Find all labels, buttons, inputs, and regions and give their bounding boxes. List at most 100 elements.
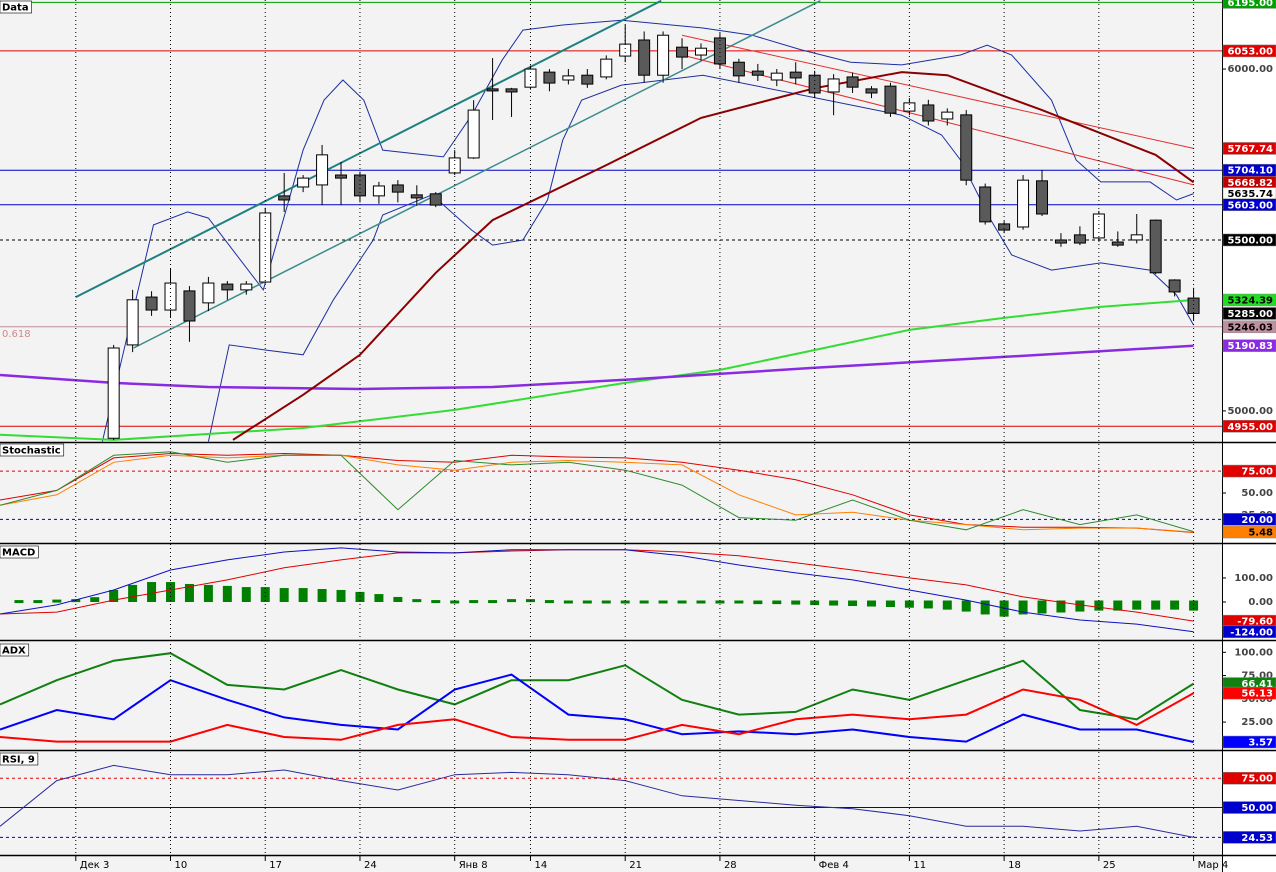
series-line [0,688,1195,743]
histogram-bar [90,597,100,602]
y-tick-label: 25.00 [1241,717,1273,728]
candle-body [278,195,291,201]
marker-label: 4955.00 [1227,422,1273,433]
histogram-bar [147,582,157,602]
histogram-bar [374,594,384,602]
candle-body [770,72,783,81]
marker-label: 20.00 [1241,515,1273,526]
panel-title: MACD [2,548,35,559]
marker-label: 5704.10 [1227,166,1273,177]
marker-label-bg [1222,339,1276,352]
candle-body [505,88,518,93]
series-line [681,54,1194,186]
histogram-bar [620,600,630,604]
marker-label: 5285.00 [1227,309,1273,320]
y-tick-label: 75.00 [1241,671,1273,682]
histogram-bar [563,600,573,604]
candle-body [732,61,745,77]
histogram-bar [1094,600,1104,611]
candle-body [1168,279,1181,293]
histogram-bar [203,584,213,602]
marker-label: -79.60 [1237,617,1273,628]
y-tick-label: 5000.00 [1227,406,1273,417]
candle-body [221,283,234,291]
candle-body [865,88,878,94]
candle-body [524,68,537,88]
candle-body [581,74,594,85]
candle-body [429,193,442,206]
series-line [0,764,1194,838]
marker-label: 6053.00 [1227,46,1273,57]
annotation: 0.618 [2,329,31,340]
panel-title: Stochastic [2,446,61,457]
panel-title-bg [0,0,32,14]
candle-body [846,76,859,88]
marker-label-bg [1222,233,1276,247]
histogram-bar [184,583,194,602]
marker-label: 5668.82 [1227,178,1273,189]
candle-body [979,186,992,223]
y-tick-label: 6000.00 [1227,64,1273,75]
histogram-bar [298,588,308,602]
marker-label: 5767.74 [1227,144,1273,155]
series-line [0,547,1194,633]
candle-body [751,70,764,76]
candle-body [467,109,480,159]
marker-label: 5635.74 [1227,189,1273,200]
histogram-bar [923,600,933,609]
x-tick-label: 21 [629,860,642,871]
marker-label: 5324.39 [1227,296,1273,307]
marker-label-bg [1222,525,1276,539]
histogram-bar [715,600,725,604]
candle-body [259,212,272,283]
candle-body [335,174,348,179]
candle-body [903,102,916,112]
histogram-bar [260,587,270,602]
candle-body [183,290,196,322]
histogram-bar [942,600,952,610]
histogram-bar [601,600,611,604]
candle-body [372,185,385,197]
candle-body [619,43,632,57]
candle-body [1017,179,1030,228]
marker-label: -124.00 [1230,627,1273,638]
histogram-bar [241,587,251,602]
histogram-bar [1170,600,1180,610]
series-line [681,34,1194,149]
marker-label-bg [1222,735,1276,749]
histogram-bar [677,600,687,604]
series-line [0,652,1195,721]
histogram-bar [1132,600,1142,610]
candle-body [1054,239,1067,244]
candle-body [486,88,499,92]
candle-body [543,71,556,84]
histogram-bar [450,600,460,604]
panel-title: Data [2,3,29,14]
marker-label: 56.13 [1241,689,1273,700]
marker-label-bg [1222,464,1276,478]
x-tick-label: 18 [1008,860,1021,871]
histogram-bar [469,600,479,604]
histogram-bar [14,600,24,604]
histogram-bar [279,588,289,602]
histogram-bar [1018,600,1028,615]
panel [0,652,1195,743]
histogram-bar [753,600,763,605]
candle-body [657,34,670,76]
histogram-bar [867,600,877,607]
candle-body [1073,234,1086,244]
histogram-bar [109,589,119,602]
histogram-bar [848,600,858,607]
x-tick-label: 10 [175,860,188,871]
candle-body [562,75,575,81]
x-tick-label: Янв 8 [459,860,488,871]
histogram-bar [639,600,649,604]
candle-body [676,46,689,58]
series-line [0,299,1194,441]
y-tick-label: 50.00 [1241,488,1273,499]
histogram-bar [791,600,801,605]
series-line [75,0,662,298]
candle-body [941,111,954,120]
